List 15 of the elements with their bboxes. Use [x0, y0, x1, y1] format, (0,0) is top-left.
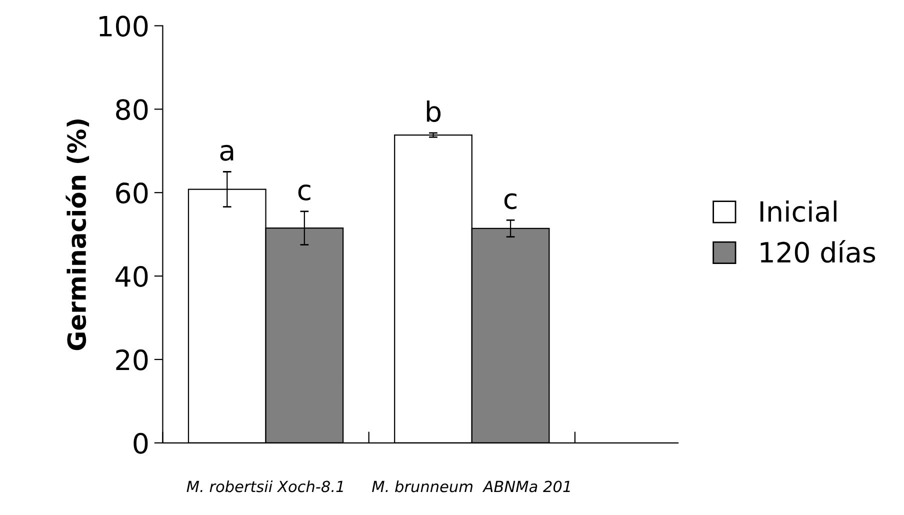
y-tick-label: 0	[134, 432, 148, 454]
x-tick-label: M. brunneum ABNMa 201	[372, 480, 570, 492]
y-tick-label: 60	[116, 182, 148, 204]
legend-label: 120 días	[760, 240, 876, 263]
annotation: a	[220, 144, 234, 161]
annotation: c	[504, 193, 516, 210]
annotation: b	[426, 100, 441, 122]
y-tick-label: 100	[100, 16, 148, 37]
y-axis-title: Germinación (%)	[66, 119, 90, 350]
y-tick-label: 40	[116, 266, 148, 287]
y-tick-label: 80	[116, 99, 148, 120]
annotation: c	[298, 184, 310, 200]
x-tick-label: M. robertsii Xoch-8.1	[186, 480, 343, 492]
legend-label: Inicial	[760, 200, 836, 222]
y-tick-label: 20	[116, 349, 148, 370]
